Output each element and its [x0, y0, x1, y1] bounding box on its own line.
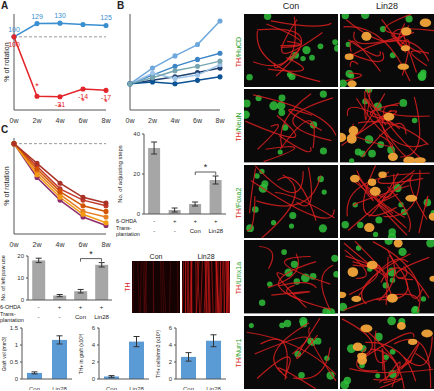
svg-text:20: 20 — [17, 253, 24, 259]
svg-text:6: 6 — [169, 325, 173, 331]
svg-text:100: 100 — [8, 41, 20, 48]
html-text:/Lmx1a: /Lmx1a — [234, 261, 242, 285]
html-text:6-OHDA: 6-OHDA — [0, 304, 21, 310]
html-text:Graft vol (mm3): Graft vol (mm3) — [0, 336, 7, 371]
svg-text:1.5: 1.5 — [10, 325, 19, 331]
svg-text:Con: Con — [106, 386, 117, 390]
html-text:No. of left paw use: No. of left paw use — [0, 255, 7, 301]
svg-text:6w: 6w — [79, 117, 89, 124]
svg-text:0: 0 — [169, 376, 173, 382]
html-text:Lin28: Lin28 — [376, 1, 398, 11]
svg-text:8w: 8w — [102, 241, 112, 248]
svg-text:*: * — [104, 97, 108, 107]
svg-text:2: 2 — [92, 359, 96, 365]
svg-text:Lin28: Lin28 — [129, 386, 144, 390]
html-text:Con: Con — [282, 1, 300, 11]
html-text:% of rotation: % of rotation — [2, 42, 10, 82]
svg-text:6: 6 — [92, 325, 96, 331]
svg-text:129: 129 — [31, 13, 43, 20]
html-text:TH+ cells/mm3 (x10³): TH+ cells/mm3 (x10³) — [154, 329, 161, 378]
svg-text:0w: 0w — [10, 117, 20, 124]
svg-text:0w: 0w — [126, 117, 136, 124]
html-text:TH: TH — [234, 57, 242, 67]
html-text:Con: Con — [149, 253, 163, 260]
svg-text:40: 40 — [133, 131, 140, 137]
html-text:TH: TH — [123, 282, 131, 292]
html-text:/Foxa2: /Foxa2 — [234, 187, 242, 209]
svg-text:4w: 4w — [56, 117, 66, 124]
html-text:/NeuN: /NeuN — [234, 112, 242, 133]
html-text:Trans-plantation: Trans-plantation — [0, 311, 24, 323]
html-text:TH+ in graft (x10³): TH+ in graft (x10³) — [77, 333, 84, 374]
svg-text:4: 4 — [169, 342, 173, 348]
html-text:/HuCD: /HuCD — [234, 36, 242, 58]
html-text:Lin28: Lin28 — [208, 228, 224, 234]
html-text:A: A — [1, 0, 9, 11]
html-text:Lin28: Lin28 — [197, 253, 215, 260]
svg-text:4w: 4w — [56, 241, 66, 248]
svg-text:Con: Con — [183, 386, 194, 390]
html-text:Trans-plantation: Trans-plantation — [116, 225, 140, 237]
html-text:/Nurr1: /Nurr1 — [234, 338, 242, 359]
svg-text:Con: Con — [29, 386, 40, 390]
html-text:Con: Con — [75, 314, 86, 320]
svg-text:*: * — [35, 81, 39, 91]
html-text:TH: TH — [234, 132, 242, 142]
svg-text:Lin28: Lin28 — [206, 386, 221, 390]
svg-text:10: 10 — [17, 275, 24, 281]
svg-text:2w: 2w — [148, 117, 158, 124]
svg-text:8w: 8w — [216, 117, 226, 124]
html-text:C: C — [1, 124, 9, 135]
svg-text:Lin28: Lin28 — [52, 386, 67, 390]
html-text:TH: TH — [234, 284, 242, 294]
svg-text:*: * — [81, 96, 85, 106]
svg-text:1: 1 — [15, 342, 19, 348]
svg-text:0: 0 — [92, 376, 96, 382]
html-text:Lin28: Lin28 — [94, 314, 109, 320]
svg-text:-31: -31 — [54, 100, 66, 108]
svg-text:100: 100 — [8, 26, 20, 33]
svg-text:2: 2 — [169, 359, 173, 365]
svg-text:8w: 8w — [102, 117, 112, 124]
svg-text:2w: 2w — [33, 241, 43, 248]
svg-text:6w: 6w — [193, 117, 203, 124]
svg-text:0: 0 — [15, 376, 19, 382]
svg-text:6w: 6w — [79, 241, 89, 248]
svg-text:*: * — [58, 102, 62, 112]
html-text:B: B — [117, 0, 125, 11]
svg-text:-17: -17 — [100, 94, 112, 102]
svg-text:20: 20 — [133, 171, 140, 177]
svg-text:0: 0 — [21, 297, 25, 302]
html-text:TH: TH — [234, 208, 242, 218]
svg-text:0.5: 0.5 — [10, 359, 19, 365]
html-text:No. of adjusting steps: No. of adjusting steps — [117, 145, 123, 203]
svg-text:4: 4 — [92, 342, 96, 348]
svg-text:0: 0 — [137, 211, 141, 216]
svg-text:2w: 2w — [33, 117, 43, 124]
svg-text:130: 130 — [54, 12, 66, 19]
svg-text:125: 125 — [100, 14, 112, 21]
html-text:6-OHDA: 6-OHDA — [116, 218, 137, 224]
svg-text:-14: -14 — [77, 92, 89, 100]
html-text:% of rotation: % of rotation — [2, 166, 10, 206]
html-text:Con: Con — [189, 228, 201, 234]
html-text:TH: TH — [234, 358, 242, 368]
svg-text:4w: 4w — [171, 117, 181, 124]
svg-text:0w: 0w — [10, 241, 20, 248]
